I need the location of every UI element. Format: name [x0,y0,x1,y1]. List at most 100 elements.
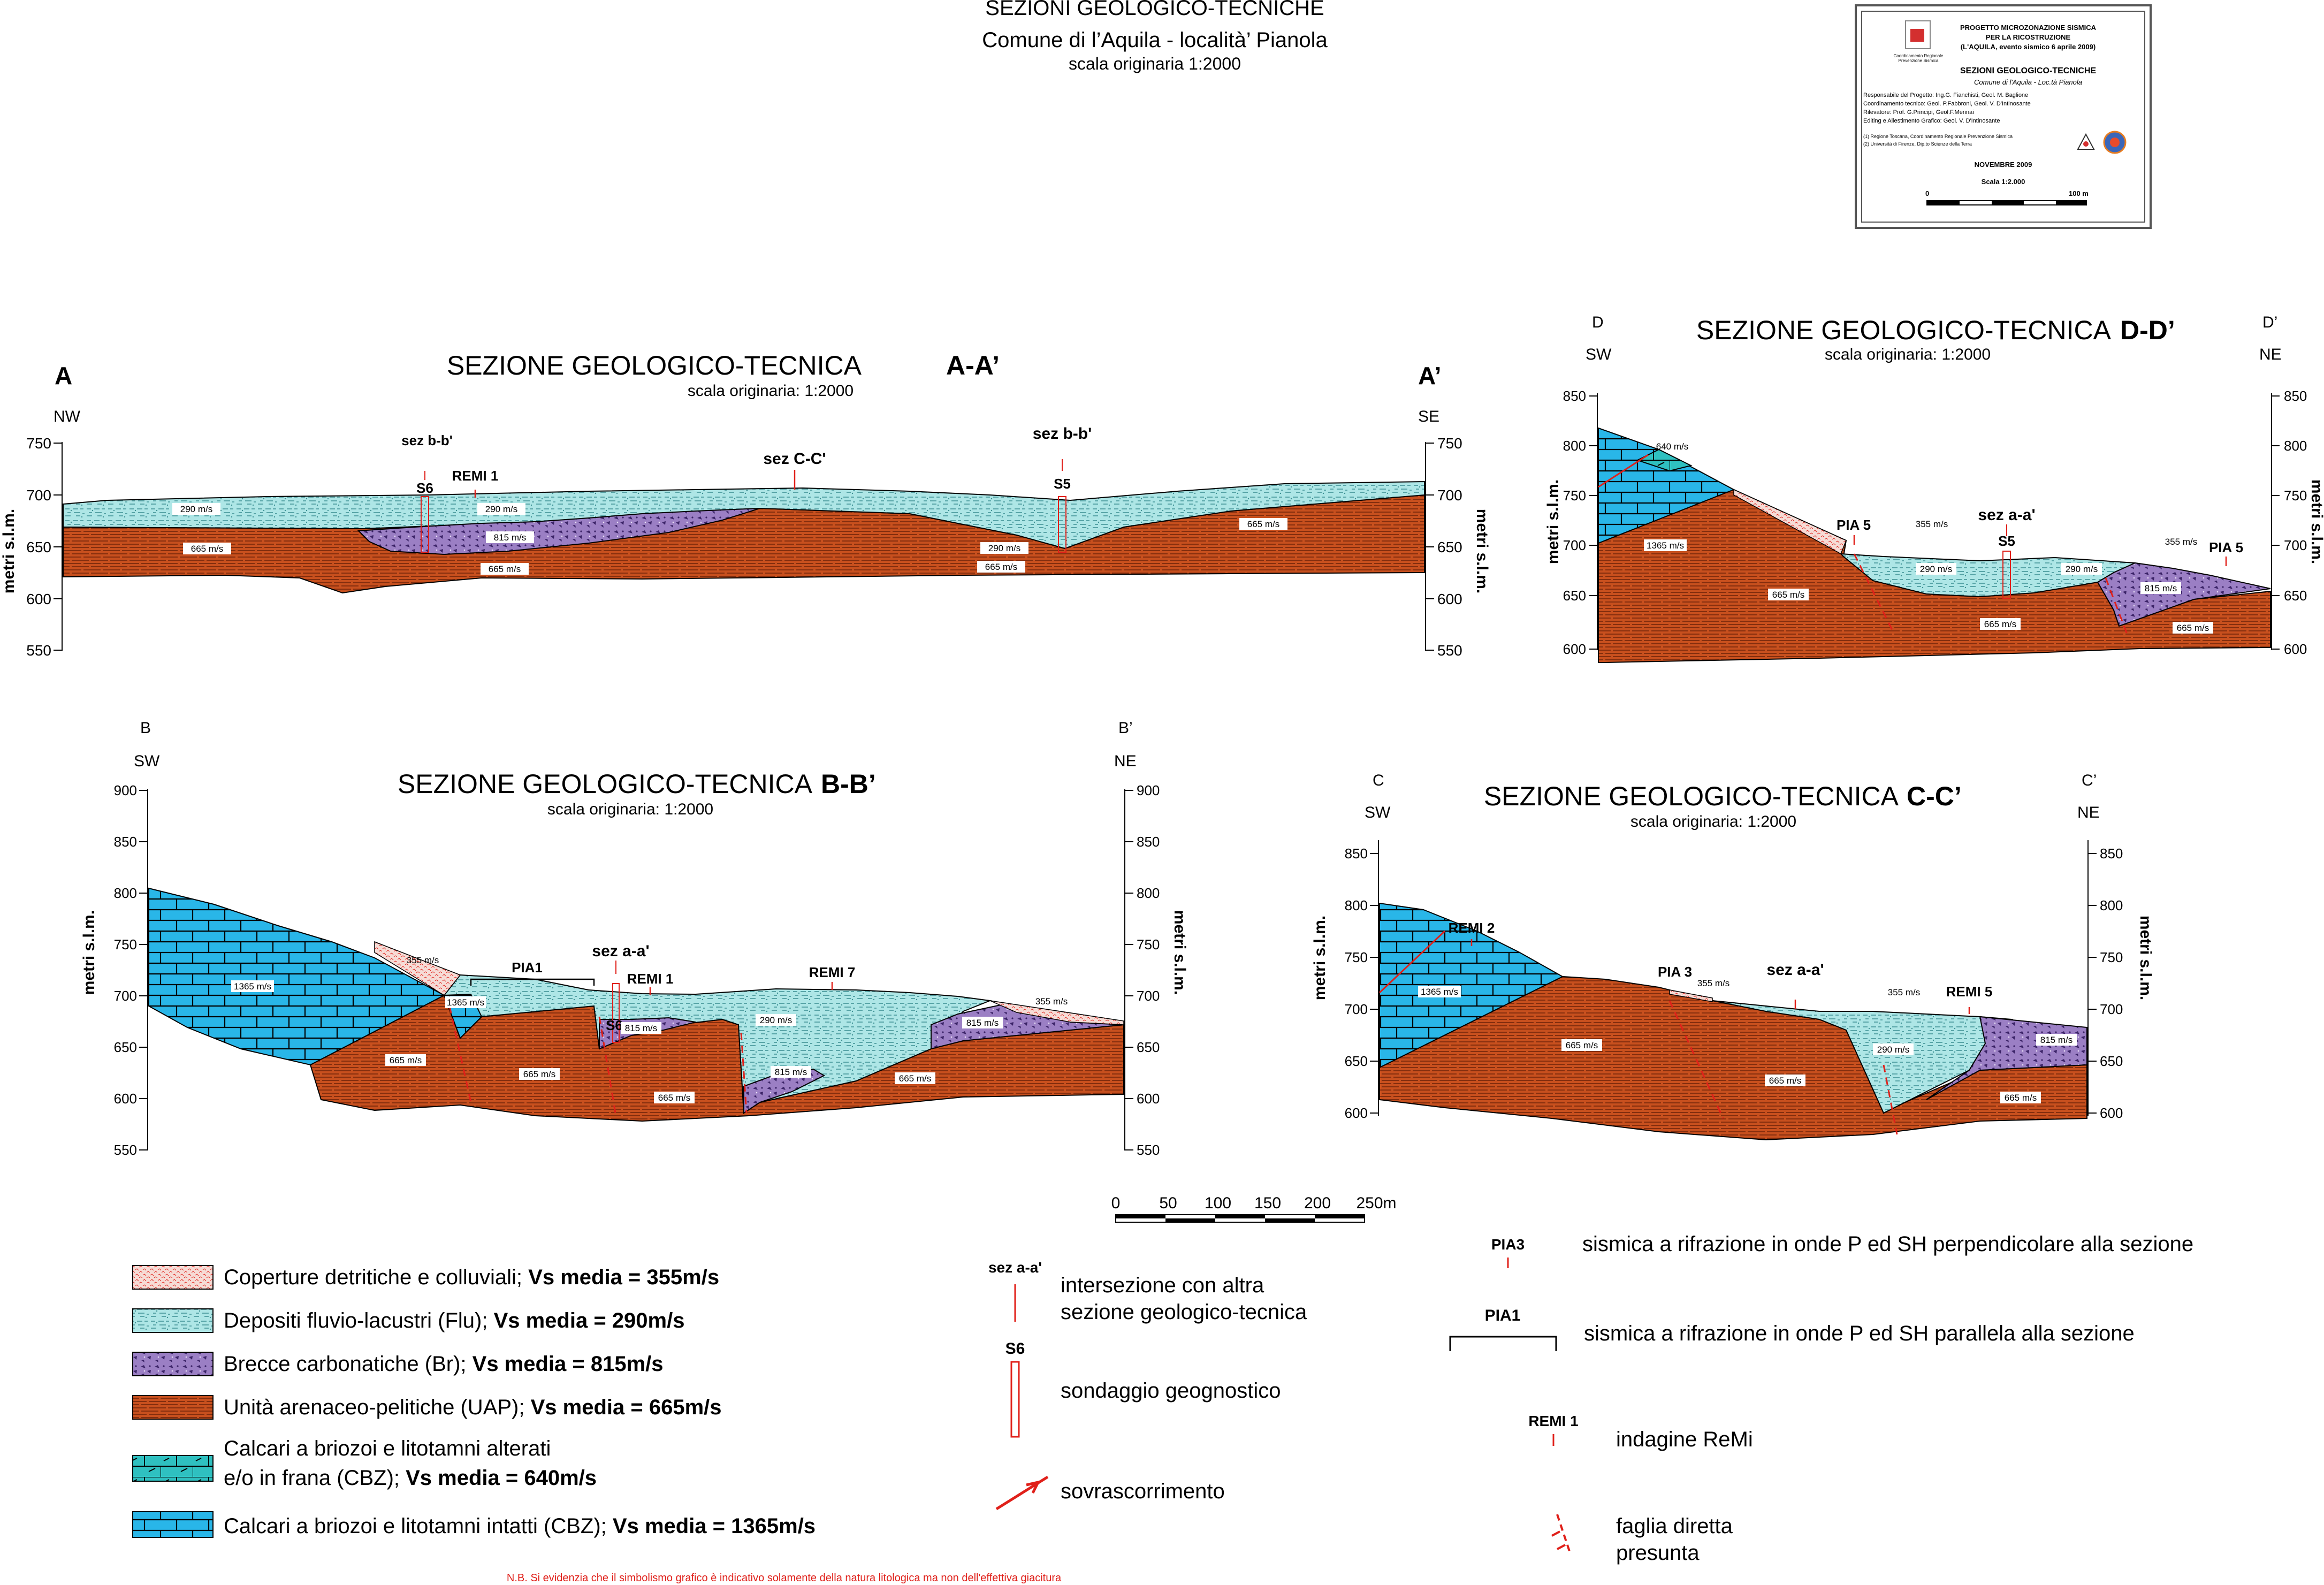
tick-label: 750 [26,435,51,452]
symbol-fault-text2: presunta [1616,1541,1700,1565]
symbol-remi-text: indagine ReMi [1616,1428,1753,1451]
tick-label: 700 [1137,988,1160,1004]
legend-label: Brecce carbonatiche (Br); Vs media = 815… [224,1352,664,1376]
symbol-borehole [1010,1361,1020,1438]
section-bb-fault1 [448,1005,472,1103]
tick-label: 650 [2100,1053,2123,1069]
legend-item-br: Brecce carbonatiche (Br); Vs media = 815… [132,1352,664,1376]
tick-label: 600 [2100,1105,2123,1121]
section-aa-borehole-s6 [421,471,429,553]
legend-item-cover: Coperture detritiche e colluviali; Vs me… [132,1265,719,1290]
title-block-line2: PER LA RICOSTRUZIONE [1985,33,2071,41]
section-dd-cbz-altered-layer [1636,448,1693,472]
section-bb-pia1-label: PIA1 [512,959,543,976]
scale-bar: 0 50 100 150 200 250m [1111,1194,1397,1223]
title-block-line3: (L'AQUILA, evento sismico 6 aprile 2009) [1960,43,2096,51]
section-dd-cover-layer [1733,489,1847,555]
section-bb-axes [139,789,1133,1150]
tick-label: 600 [1437,591,1462,607]
velocity-label: 665 m/s [489,564,521,574]
section-dd-thrust [1598,454,1649,488]
tick-label: 850 [2284,388,2307,404]
tick-label: 850 [1345,845,1368,862]
velocity-label: 665 m/s [899,1073,931,1084]
section-bb-title: SEZIONE GEOLOGICO-TECNICA [398,769,813,799]
tick-label: 850 [1137,834,1160,850]
tick-label: 800 [2284,438,2307,454]
symbol-pia3-label: PIA3 [1491,1236,1525,1253]
tick-label: 600 [114,1091,137,1107]
tick-label: 600 [1345,1105,1368,1121]
tick-label: 650 [2284,588,2307,604]
symbol-s6-text: sondaggio geognostico [1061,1379,1281,1403]
section-cc-scale: scala originaria: 1:2000 [1630,813,1796,830]
section-dd-right-dir: NE [2259,346,2282,363]
section-bb-remi1-label: REMI 1 [627,971,674,987]
velocity-label: 665 m/s [390,1055,422,1065]
section-dd-pia5a-label: PIA 5 [1837,517,1871,533]
tick-label: 750 [1437,435,1462,452]
symbol-fault-icon [1551,1514,1572,1555]
title-block-scale: Scala 1:2.000 [1981,178,2025,186]
title-block-line1: PROGETTO MICROZONAZIONE SISMICA [1960,24,2096,32]
tick-label: 750 [2284,487,2307,504]
main-scale: scala originaria 1:2000 [1069,54,1241,73]
tick-label: 650 [1345,1053,1368,1069]
symbol-sez-text1: intersezione con altra [1061,1274,1264,1297]
section-dd-pia5b-label: PIA 5 [2209,539,2243,555]
velocity-label: 355 m/s [1035,996,1068,1007]
section-bb-code: B-B’ [821,769,876,799]
section-aa-code: A-A’ [946,350,1000,380]
section-dd-fault1 [1853,553,1895,635]
section-aa-left-axis [54,442,63,651]
section-cc-right-ticks: 850 800 750 700 650 600 [2100,845,2123,1121]
section-aa-left-dir: NW [54,408,81,425]
footnote: N.B. Si evidenzia che il simbolismo graf… [507,1572,1062,1584]
velocity-label: 665 m/s [985,562,1017,572]
velocity-label: 290 m/s [760,1015,792,1025]
legend-item-cbz-altered: Calcari a briozoi e litotamni alterati e… [132,1437,597,1490]
velocity-label: 290 m/s [988,543,1020,553]
legend-label: Depositi fluvio-lacustri (Flu); Vs media… [224,1309,684,1332]
section-cc-cbz-layer [1379,902,1564,1069]
section-aa-right-axis [1425,442,1434,651]
section-aa-sez-b2-label: sez b-b' [1033,425,1092,443]
tick-label: 750 [1137,936,1160,952]
tick-label: 700 [1437,487,1462,504]
velocity-label: 355 m/s [1697,978,1729,988]
title-block-credit4: Editing e Allestimento Grafico: Geol. V.… [1863,118,2000,124]
section-cc-right-letter: C’ [2082,772,2097,789]
section-cc-left-ticks: 850 800 750 700 650 600 [1345,845,1368,1121]
symbol-pia3-text: sismica a rifrazione in onde P ed SH per… [1582,1232,2193,1256]
tick-label: 800 [114,885,137,901]
section-bb-borehole-s6 [612,961,620,1043]
section-aa-left-ticks: 750 700 650 600 550 [26,435,51,659]
section-cc-cover-layer [1669,989,1713,1002]
section-dd-scale: scala originaria: 1:2000 [1825,346,1991,363]
section-cc-axis-label-left: metri s.l.m. [1311,916,1329,1000]
tick-label: 600 [2284,641,2307,657]
section-aa-left-letter: A [55,362,72,390]
section-bb-right-letter: B’ [1118,719,1133,737]
section-dd: SEZIONE GEOLOGICO-TECNICA D-D’ scala ori… [1544,314,2324,663]
tick-label: 700 [114,988,137,1004]
title-block-date: NOVEMBRE 2009 [1974,161,2032,169]
section-cc-remi2-label: REMI 2 [1449,920,1495,936]
velocity-label: 665 m/s [191,544,223,554]
symbol-thrust-text: sovrascorrimento [1061,1480,1225,1503]
symbol-pia1-label: PIA1 [1485,1307,1521,1324]
velocity-label: 665 m/s [658,1093,690,1103]
section-cc-fault1 [1668,1000,1724,1119]
velocity-label: 290 m/s [1877,1045,1909,1055]
section-cc-right-dir: NE [2077,804,2100,821]
section-dd-left-letter: D [1592,314,1604,331]
tick-label: 650 [1563,588,1586,604]
tick-label: 650 [114,1039,137,1055]
section-aa-remi1-label: REMI 1 [452,468,499,484]
section-dd-fault2 [2105,577,2128,635]
velocity-label: 290 m/s [1920,564,1952,574]
velocity-label: 665 m/s [1772,590,1804,600]
symbol-fault-text1: faglia diretta [1616,1514,1733,1538]
section-bb-right-ticks: 900 850 800 750 700 650 600 550 [1137,782,1160,1158]
velocity-label: 815 m/s [775,1067,807,1077]
